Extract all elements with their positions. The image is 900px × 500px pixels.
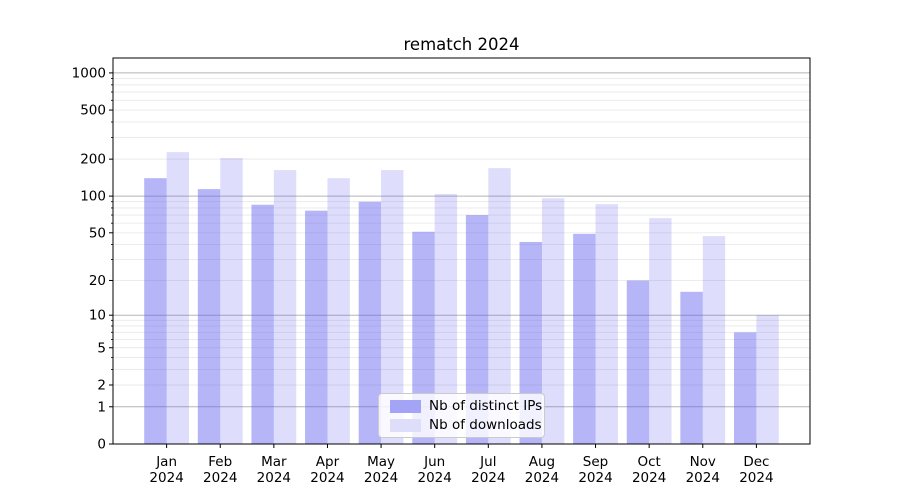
bar-mar-nb-of-downloads xyxy=(273,170,297,444)
y-tick-label: 1000 xyxy=(72,65,106,81)
plot-border xyxy=(112,57,811,445)
x-tick-label: Sep 2024 xyxy=(578,454,612,486)
bar-jul-nb-of-distinct-ips xyxy=(465,215,489,444)
x-tick-label: Mar 2024 xyxy=(257,454,291,486)
x-tick-label: May 2024 xyxy=(364,454,398,486)
bar-jan-nb-of-downloads xyxy=(166,152,190,445)
x-tick-label: Feb 2024 xyxy=(203,454,237,486)
legend-swatch-distinct-ips-icon xyxy=(390,399,421,413)
bar-apr-nb-of-downloads xyxy=(327,178,350,444)
bar-mar-nb-of-distinct-ips xyxy=(251,204,274,444)
legend-swatch-downloads-icon xyxy=(390,418,421,432)
x-tick-label: Oct 2024 xyxy=(632,454,666,486)
bar-feb-nb-of-distinct-ips xyxy=(197,189,221,444)
bar-nov-nb-of-downloads xyxy=(702,236,726,444)
legend-item-downloads: Nb of downloads xyxy=(379,417,544,433)
y-tick-label: 5 xyxy=(97,340,106,356)
bar-dec-nb-of-downloads xyxy=(756,315,779,444)
minor-gridlines xyxy=(113,78,810,386)
x-tick-label: Dec 2024 xyxy=(739,454,773,486)
bar-jan-nb-of-distinct-ips xyxy=(144,178,167,444)
bar-aug-nb-of-downloads xyxy=(541,198,565,444)
bar-oct-nb-of-downloads xyxy=(649,218,672,444)
bar-feb-nb-of-downloads xyxy=(220,158,243,445)
bar-apr-nb-of-distinct-ips xyxy=(305,210,328,444)
x-tick-label: Jun 2024 xyxy=(418,454,452,486)
legend-label-downloads: Nb of downloads xyxy=(429,417,542,433)
y-tick-label: 2 xyxy=(97,377,106,393)
x-tick-label: Aug 2024 xyxy=(525,454,559,486)
bar-may-nb-of-downloads xyxy=(381,170,404,444)
x-tick-label: Nov 2024 xyxy=(686,454,720,486)
y-axis: 0 1 2 5 10 20 50 100 200 500 1000 xyxy=(72,65,113,453)
y-tick-label: 100 xyxy=(80,189,106,205)
bar-may-nb-of-distinct-ips xyxy=(358,201,382,444)
bar-dec-nb-of-distinct-ips xyxy=(733,332,757,444)
x-tick-label: Jan 2024 xyxy=(149,454,183,486)
y-tick-label: 20 xyxy=(89,273,106,289)
x-axis: Jan 2024 Feb 2024 Mar 2024 Apr 2024 May 2024 Jun 20… xyxy=(149,444,774,486)
y-tick-label: 0 xyxy=(97,437,106,453)
legend-label-distinct-ips: Nb of distinct IPs xyxy=(429,398,543,414)
bar-jun-nb-of-distinct-ips xyxy=(412,231,435,444)
y-tick-label: 500 xyxy=(80,103,106,119)
bar-jun-nb-of-downloads xyxy=(434,194,458,444)
bar-sep-nb-of-downloads xyxy=(595,204,618,444)
bar-nov-nb-of-distinct-ips xyxy=(680,291,703,444)
bar-oct-nb-of-distinct-ips xyxy=(626,280,650,444)
bar-sep-nb-of-distinct-ips xyxy=(573,233,596,444)
x-tick-label: Apr 2024 xyxy=(310,454,344,486)
legend-item-distinct-ips: Nb of distinct IPs xyxy=(379,398,544,414)
x-tick-label: Jul 2024 xyxy=(471,454,505,486)
y-tick-label: 10 xyxy=(89,308,106,324)
chart-title: rematch 2024 xyxy=(403,35,520,54)
y-tick-label: 200 xyxy=(80,152,106,168)
y-tick-label: 1 xyxy=(97,399,106,415)
bar-jul-nb-of-downloads xyxy=(488,168,511,445)
legend: Nb of distinct IPs Nb of downloads xyxy=(378,393,545,438)
y-tick-label: 50 xyxy=(89,225,106,241)
